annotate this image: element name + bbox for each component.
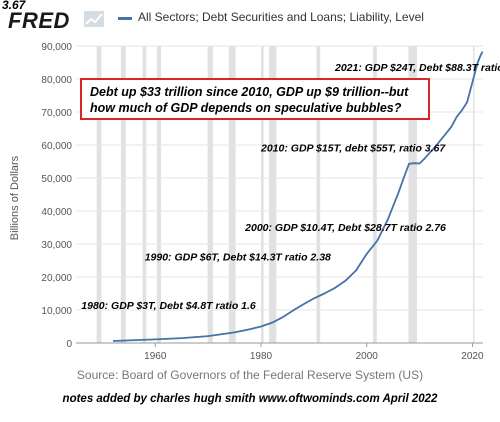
series-lines bbox=[112, 51, 484, 342]
x-tick-label: 2000 bbox=[356, 351, 379, 362]
callout-box: Debt up $33 trillion since 2010, GDP up … bbox=[80, 78, 430, 120]
chart-annotation: 2010: GDP $15T, debt $55T, ratio 3.67 bbox=[260, 143, 446, 155]
y-tick-label: 20,000 bbox=[41, 273, 72, 284]
x-axis-ticks: 1960 1980 2000 2020 bbox=[144, 343, 484, 362]
y-tick-label: 60,000 bbox=[41, 141, 72, 152]
legend-swatch bbox=[118, 17, 132, 20]
recession-band bbox=[408, 46, 417, 343]
y-tick-label: 40,000 bbox=[41, 207, 72, 218]
recession-band bbox=[228, 46, 236, 343]
chart-annotation: 2021: GDP $24T, Debt $88.3T ratio 3.67 bbox=[334, 62, 500, 74]
source-caption: Source: Board of Governors of the Federa… bbox=[76, 368, 424, 382]
recession-band bbox=[120, 46, 126, 343]
recession-band bbox=[472, 46, 475, 343]
y-tick-label: 0 bbox=[66, 339, 72, 350]
y-axis-ticks: 0 10,000 20,000 30,000 40,000 50,000 60,000 70,… bbox=[41, 42, 72, 350]
x-tick-label: 1960 bbox=[144, 351, 167, 362]
recession-band bbox=[96, 46, 102, 343]
y-tick-label: 90,000 bbox=[41, 42, 72, 53]
y-axis-label: Billions of Dollars bbox=[9, 155, 21, 240]
chart-annotations: 2021: GDP $24T, Debt $88.3T ratio 3.67 20… bbox=[81, 62, 500, 312]
recession-bands bbox=[96, 46, 475, 343]
recession-band bbox=[316, 46, 321, 343]
y-tick-label: 80,000 bbox=[41, 75, 72, 86]
series-line bbox=[112, 51, 484, 342]
recession-band bbox=[207, 46, 213, 343]
x-tick-label: 1980 bbox=[250, 351, 273, 362]
recession-band bbox=[373, 46, 377, 343]
chart-annotation: 1990: GDP $6T, Debt $14.3T ratio 2.38 bbox=[145, 252, 331, 264]
x-tick-label: 2020 bbox=[461, 351, 484, 362]
chart-annotation: 1980: GDP $3T, Debt $4.8T ratio 1.6 bbox=[81, 300, 256, 312]
recession-band bbox=[142, 46, 147, 343]
legend-label: All Sectors; Debt Securities and Loans; … bbox=[138, 10, 424, 24]
recession-band bbox=[261, 46, 264, 343]
recession-band bbox=[156, 46, 162, 343]
fred-chart-logo-icon bbox=[84, 11, 104, 27]
y-tick-label: 30,000 bbox=[41, 240, 72, 251]
fred-logo[interactable]: FRED bbox=[8, 8, 70, 33]
chart-annotation: 2000: GDP $10.4T, Debt $28.7T ratio 2.76 bbox=[244, 222, 446, 234]
y-tick-label: 70,000 bbox=[41, 108, 72, 119]
recession-band bbox=[268, 46, 277, 343]
ratio-corner-note: 3.67 bbox=[2, 0, 26, 12]
attribution-note: notes added by charles hugh smith www.of… bbox=[62, 393, 438, 405]
y-tick-label: 50,000 bbox=[41, 174, 72, 185]
y-tick-label: 10,000 bbox=[41, 306, 72, 317]
